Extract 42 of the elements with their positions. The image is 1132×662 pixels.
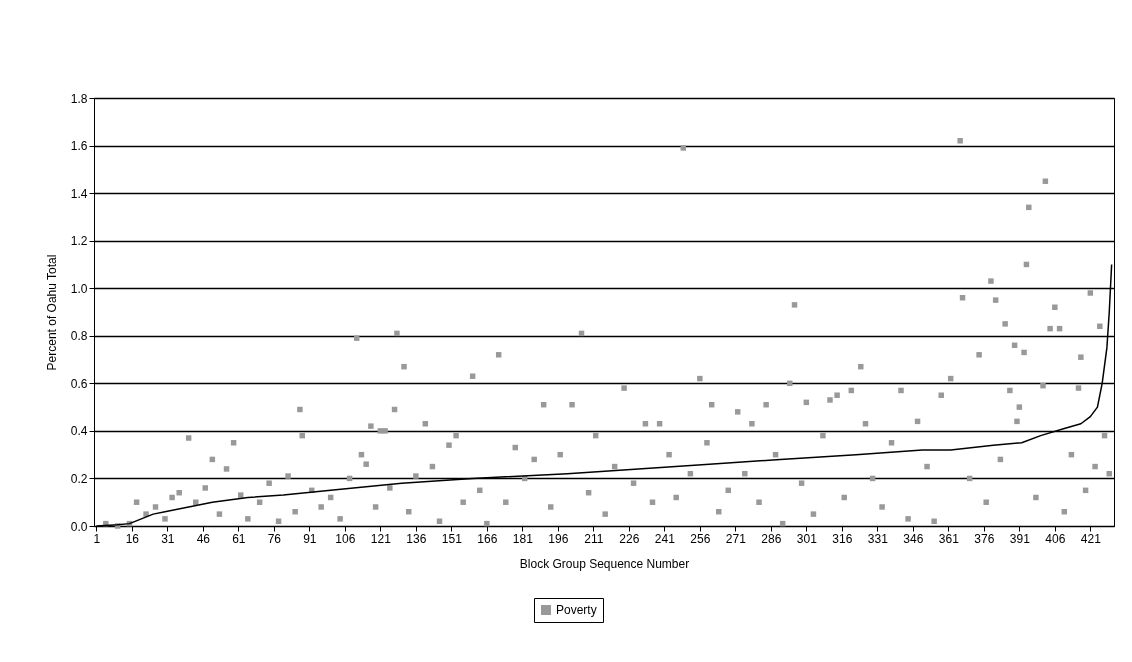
y-tick-label: 1.6 bbox=[70, 139, 88, 154]
y-tick-label: 1.2 bbox=[70, 234, 88, 249]
y-tick-label: 0.8 bbox=[70, 329, 88, 344]
x-tick-label: 61 bbox=[232, 531, 246, 546]
y-tick-label: 1.8 bbox=[70, 91, 88, 106]
x-tick-label: 241 bbox=[654, 531, 676, 546]
x-tick-label: 421 bbox=[1080, 531, 1102, 546]
y-tick-label: 1.0 bbox=[70, 281, 88, 296]
y-tick-label: 0.6 bbox=[70, 376, 88, 391]
x-tick-label: 151 bbox=[441, 531, 463, 546]
x-tick-label: 346 bbox=[903, 531, 924, 546]
legend-label: Poverty bbox=[556, 603, 597, 617]
x-tick-label: 301 bbox=[796, 531, 818, 546]
x-axis-title: Block Group Sequence Number bbox=[519, 556, 690, 571]
x-tick-label: 121 bbox=[370, 531, 392, 546]
x-tick-label: 391 bbox=[1009, 531, 1031, 546]
y-axis-title: Percent of Oahu Total bbox=[44, 254, 59, 371]
x-tick-label: 91 bbox=[303, 531, 317, 546]
x-tick-label: 316 bbox=[832, 531, 853, 546]
y-tick-label: 0.4 bbox=[70, 424, 88, 439]
x-tick-label: 376 bbox=[974, 531, 995, 546]
x-tick-label: 256 bbox=[690, 531, 711, 546]
x-tick-label: 106 bbox=[335, 531, 356, 546]
x-tick-label: 196 bbox=[548, 531, 569, 546]
x-tick-label: 136 bbox=[406, 531, 427, 546]
y-tick-label: 0.0 bbox=[70, 519, 88, 534]
x-tick-label: 406 bbox=[1045, 531, 1066, 546]
x-tick-label: 286 bbox=[761, 531, 782, 546]
y-tick-label: 0.2 bbox=[70, 471, 88, 486]
x-tick-label: 361 bbox=[938, 531, 960, 546]
x-tick-label: 226 bbox=[619, 531, 640, 546]
x-tick-label: 46 bbox=[196, 531, 211, 546]
y-tick-label: 1.4 bbox=[70, 186, 88, 201]
x-tick-label: 271 bbox=[725, 531, 747, 546]
x-tick-label: 331 bbox=[867, 531, 889, 546]
x-tick-label: 76 bbox=[267, 531, 282, 546]
x-tick-label: 166 bbox=[477, 531, 498, 546]
x-tick-label: 31 bbox=[161, 531, 175, 546]
x-tick-label: 16 bbox=[125, 531, 140, 546]
x-tick-label: 211 bbox=[584, 531, 604, 546]
x-tick-label: 181 bbox=[512, 531, 534, 546]
x-tick-label: 1 bbox=[93, 531, 101, 546]
